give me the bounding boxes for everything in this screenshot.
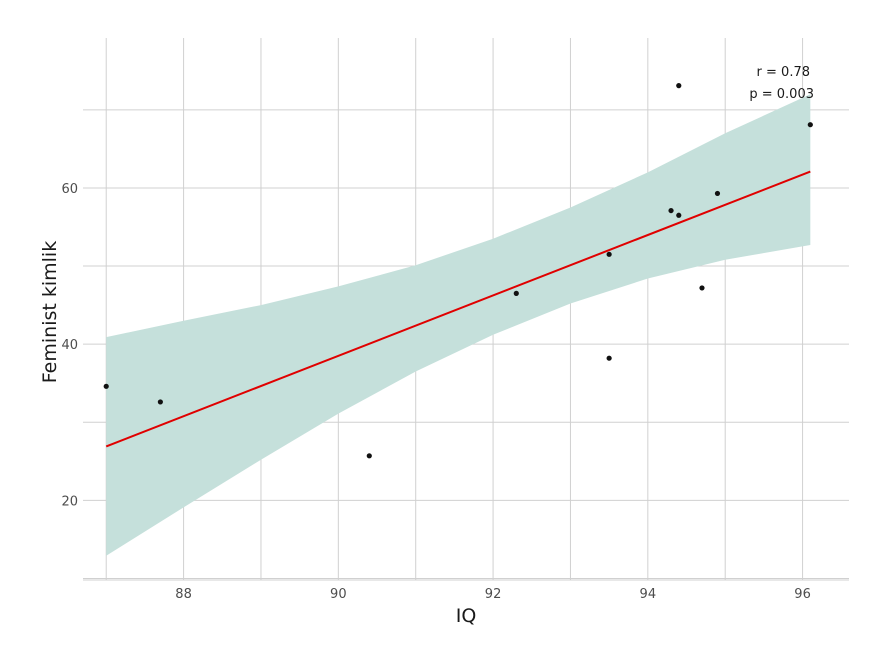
data-point — [714, 190, 721, 197]
data-point — [807, 122, 813, 128]
x-tick-label: 88 — [175, 587, 192, 602]
y-tick-label: 40 — [61, 338, 78, 353]
data-point — [668, 207, 674, 214]
data-point — [699, 285, 705, 291]
annotation-p: p = 0.003 — [749, 87, 814, 102]
data-point — [676, 212, 682, 218]
y-axis-title: Feminist kimlik — [39, 241, 61, 383]
data-point — [513, 290, 519, 296]
x-axis-title: IQ — [456, 605, 477, 627]
y-tick-label: 20 — [61, 494, 78, 509]
x-tick-label: 90 — [330, 587, 347, 602]
data-point — [606, 251, 612, 257]
x-tick-labels: 88 90 92 94 96 — [175, 587, 811, 602]
data-point — [606, 355, 612, 361]
x-tick-label: 94 — [640, 587, 657, 602]
data-point — [157, 399, 163, 405]
regression-line — [105, 170, 811, 448]
annotation-r: r = 0.78 — [757, 65, 810, 80]
x-tick-label: 92 — [485, 587, 502, 602]
x-tick-label: 96 — [794, 587, 811, 602]
data-points — [103, 83, 813, 459]
y-tick-label: 60 — [61, 182, 78, 197]
confidence-band — [106, 94, 811, 556]
data-point — [366, 453, 372, 459]
data-point — [103, 383, 109, 389]
data-point — [676, 83, 682, 89]
y-tick-labels: 20 40 60 — [61, 182, 78, 509]
